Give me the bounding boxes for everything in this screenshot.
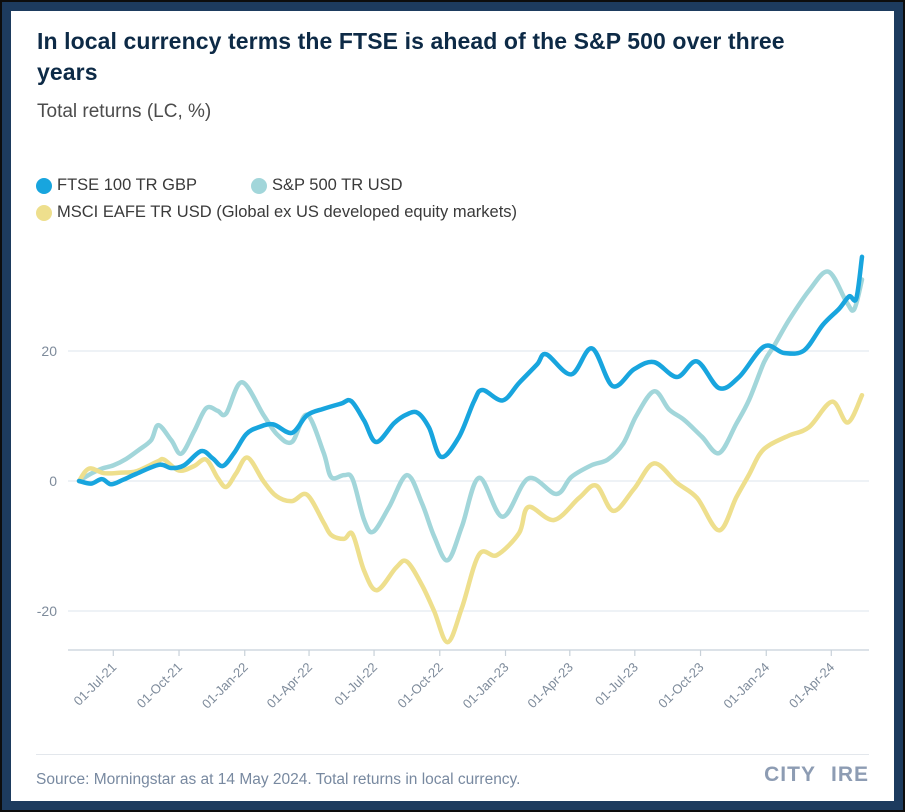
y-axis-tick-label: 0 xyxy=(49,473,57,489)
series-line-ftse-100-tr-gbp xyxy=(76,254,865,487)
legend-item-sp500: S&P 500 TR USD xyxy=(251,176,403,195)
y-axis-tick-label: 20 xyxy=(41,343,57,359)
legend-row-2: MSCI EAFE TR USD (Global ex US developed… xyxy=(36,199,571,226)
x-axis-tick-label: 01-Apr-24 xyxy=(786,660,837,711)
series-line-msci-eafe-tr-usd-global-ex-us-developed-equity-markets xyxy=(76,392,865,645)
legend-label-ftse: FTSE 100 TR GBP xyxy=(57,176,197,194)
y-axis-tick-label: -20 xyxy=(37,603,57,619)
legend-label-sp500: S&P 500 TR USD xyxy=(272,176,403,194)
x-axis-tick-label: 01-Oct-23 xyxy=(655,660,706,711)
x-axis-tick-label: 01-Jan-22 xyxy=(199,660,251,712)
series-line-s-p-500-tr-usd xyxy=(76,269,865,563)
chart-title: In local currency terms the FTSE is ahea… xyxy=(37,28,785,85)
chart-legend: FTSE 100 TR GBP S&P 500 TR USD MSCI EAFE… xyxy=(36,172,571,226)
legend-dot-sp500-icon xyxy=(251,177,267,194)
legend-dot-ftse-icon xyxy=(36,177,52,194)
source-note: Source: Morningstar as at 14 May 2024. T… xyxy=(36,771,521,788)
legend-dot-msci-eafe-icon xyxy=(36,204,52,221)
footer-divider xyxy=(36,754,869,755)
x-axis-tick-label: 01-Jul-21 xyxy=(70,660,119,709)
x-axis-tick-label: 01-Apr-23 xyxy=(524,660,575,711)
x-axis-tick-label: 01-Jan-24 xyxy=(720,660,772,712)
x-axis-tick-label: 01-Oct-22 xyxy=(394,660,445,711)
x-axis-tick-label: 01-Jul-22 xyxy=(331,660,380,709)
x-axis-tick-label: 01-Apr-22 xyxy=(264,660,315,711)
legend-item-ftse: FTSE 100 TR GBP xyxy=(36,176,197,195)
legend-item-msci-eafe: MSCI EAFE TR USD (Global ex US developed… xyxy=(36,203,517,222)
legend-label-msci-eafe: MSCI EAFE TR USD (Global ex US developed… xyxy=(57,203,518,221)
citywire-logo-right: IRE xyxy=(830,763,869,786)
x-axis-tick-label: 01-Jan-23 xyxy=(460,660,512,712)
legend-row-1: FTSE 100 TR GBP S&P 500 TR USD xyxy=(36,172,571,199)
citywire-logo: CITY IRE xyxy=(764,763,869,787)
chart-subtitle: Total returns (LC, %) xyxy=(37,101,212,122)
x-axis-tick-label: 01-Oct-21 xyxy=(134,660,185,711)
citywire-logo-left: CITY xyxy=(764,763,816,786)
x-axis-tick-label: 01-Jul-23 xyxy=(592,660,641,709)
